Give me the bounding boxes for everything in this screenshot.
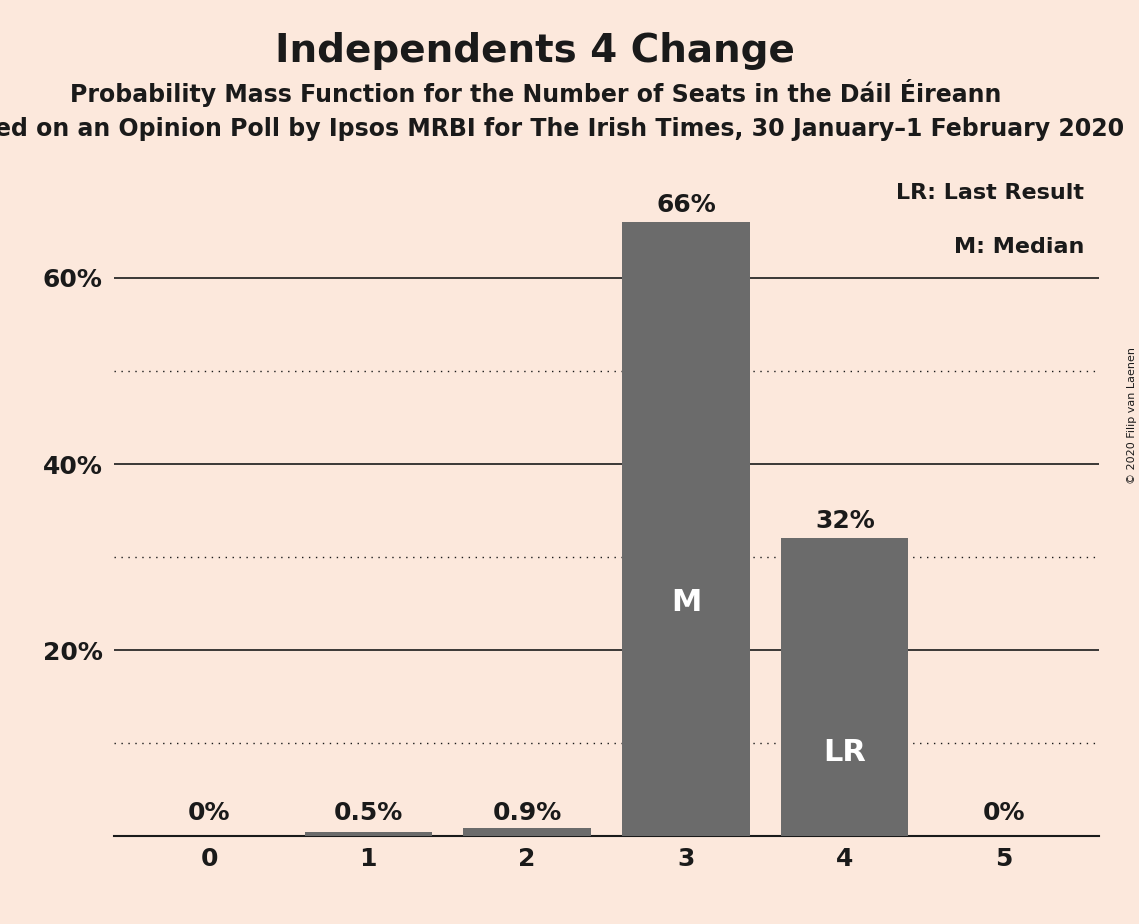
Text: M: M — [671, 589, 702, 617]
Text: © 2020 Filip van Laenen: © 2020 Filip van Laenen — [1126, 347, 1137, 484]
Text: Probability Mass Function for the Number of Seats in the Dáil Éireann: Probability Mass Function for the Number… — [69, 79, 1001, 106]
Text: Based on an Opinion Poll by Ipsos MRBI for The Irish Times, 30 January–1 Februar: Based on an Opinion Poll by Ipsos MRBI f… — [0, 117, 1124, 141]
Text: Independents 4 Change: Independents 4 Change — [276, 32, 795, 70]
Text: 0%: 0% — [983, 801, 1025, 825]
Text: 32%: 32% — [816, 509, 875, 533]
Text: LR: Last Result: LR: Last Result — [896, 183, 1084, 203]
Bar — [622, 222, 749, 836]
Text: 0.9%: 0.9% — [492, 801, 562, 825]
Text: LR: LR — [823, 738, 867, 767]
Text: M: Median: M: Median — [954, 237, 1084, 257]
Text: 0.5%: 0.5% — [334, 801, 403, 825]
Bar — [781, 539, 909, 836]
Text: 0%: 0% — [188, 801, 230, 825]
Bar — [304, 832, 432, 836]
Text: 66%: 66% — [656, 192, 715, 216]
Bar — [464, 828, 591, 836]
